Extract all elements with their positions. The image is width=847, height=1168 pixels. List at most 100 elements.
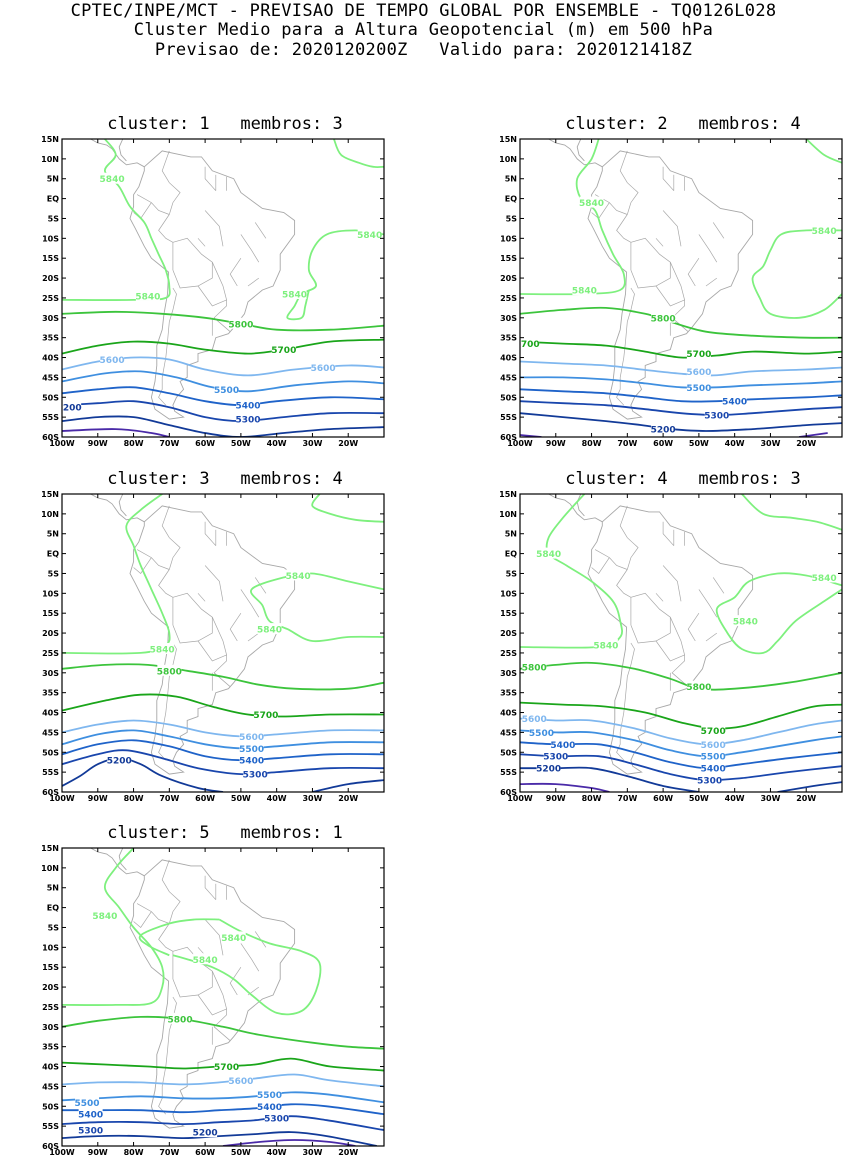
coastline-south-america [129,859,296,1129]
contour-label-bg [520,337,540,349]
contour-label-bg [257,1100,282,1112]
contour-label: 5200 [57,404,82,414]
lat-tick-label: 25S [500,294,517,303]
country-border [712,577,725,594]
contour-label: 5840 [286,572,311,582]
contour-label: 5840 [150,645,175,655]
contour-label-bg [100,172,125,184]
contour-5840 [751,229,842,319]
lat-tick-label: 25S [42,1003,59,1012]
country-border [671,654,689,687]
contour-5600 [520,717,842,746]
map-content: 5840 5840 5840 5800 5700 5600 5500 5500 5400 5400… [62,848,384,1146]
country-border [161,859,181,924]
country-border [204,521,217,546]
contour-label: 5400 [78,1111,103,1121]
lat-tick-label: 20S [42,629,59,638]
lat-tick-label: 35S [42,1043,59,1052]
lon-tick-label: 80W [582,794,602,803]
country-border [204,875,217,900]
contour-label-bg [271,343,296,355]
contour-label: 5800 [686,683,711,693]
contour-5600 [62,719,384,738]
contour-5840 [172,918,322,1016]
contour-label: 5840 [282,290,307,300]
country-border [619,150,639,215]
contour-5400 [520,388,842,403]
country-border [158,642,177,761]
lon-tick-label: 80W [124,439,144,448]
lat-tick-label: EQ [47,550,59,559]
contour-label: 5500 [239,745,264,755]
contour-label: 5700 [701,727,726,737]
contour-label-bg [239,754,264,766]
contour-label: 5500 [257,1091,282,1101]
map-frame [61,493,385,793]
contour-label-bg [686,365,711,377]
country-border [136,194,170,215]
map-frame [519,493,843,793]
lon-tick-label: 40W [267,1148,287,1157]
lon-tick-label: 40W [725,439,745,448]
contour-label: 5600 [100,356,125,366]
country-border [229,967,242,996]
contour-label: 5600 [701,741,726,751]
lon-tick-label: 90W [88,439,108,448]
contour-label: 5840 [135,292,160,302]
contour-label-bg [221,931,246,943]
country-border [240,234,260,263]
contour-label: 5840 [593,641,618,651]
lon-tick-label: 100W [49,794,75,803]
contour-5800 [520,661,842,691]
contour-label: 5840 [572,286,597,296]
lon-tick-label: 20W [796,794,816,803]
country-border [616,287,635,406]
contour-5840 [250,572,384,643]
contour-label-bg [572,283,597,295]
contour-5700 [62,693,384,718]
lat-tick-label: 10S [42,234,59,243]
lat-tick-label: 5N [505,175,517,184]
lat-tick-label: 40S [500,709,517,718]
lon-tick-label: 40W [725,794,745,803]
lat-tick-label: 35S [500,689,517,698]
country-border [204,210,224,247]
contour-label-bg [550,738,575,750]
contour-label-bg [722,395,747,407]
cluster-panel-5: cluster: 5 membros: 1 5840 5840 5840 5800 57… [0,823,385,1168]
country-border [172,237,213,289]
coastline-central-america [118,848,127,871]
contour-label: 5840 [100,175,125,185]
contour-label: 5200 [651,426,676,436]
lat-tick-label: 20S [500,629,517,638]
contour-label-bg [286,569,311,581]
coastline-central-america [118,494,127,517]
lon-tick-label: 50W [231,439,251,448]
contour-label: 5700 [271,346,296,356]
country-border [662,210,682,247]
country-border [247,632,260,642]
country-border [705,632,718,642]
contour-5840 [805,139,842,164]
panel-title: cluster: 3 membros: 4 [107,469,343,489]
lon-tick-label: 50W [689,439,709,448]
lat-tick-label: 15N [499,490,517,499]
lon-tick-label: 100W [49,1148,75,1157]
coastline-central-america [548,139,603,168]
contour-label: 5300 [236,416,261,426]
country-border [698,234,718,263]
country-border [158,287,177,406]
contour-label-bg [228,1074,253,1086]
panel-title: cluster: 1 membros: 3 [107,114,343,134]
contour-label-bg [100,353,125,365]
contour-5200 [62,1131,377,1146]
country-border [619,505,639,570]
lon-tick-label: 90W [88,794,108,803]
panel-title: cluster: 4 membros: 3 [565,469,801,489]
lat-tick-label: 5N [505,530,517,539]
contour-5840 [715,572,842,655]
contour-label-bg [157,664,182,676]
lat-tick-label: 15S [42,609,59,618]
contour-label: 5600 [522,715,547,725]
cluster-panel-4: cluster: 4 membros: 3 5840 5840 5840 5840 58… [458,469,843,814]
